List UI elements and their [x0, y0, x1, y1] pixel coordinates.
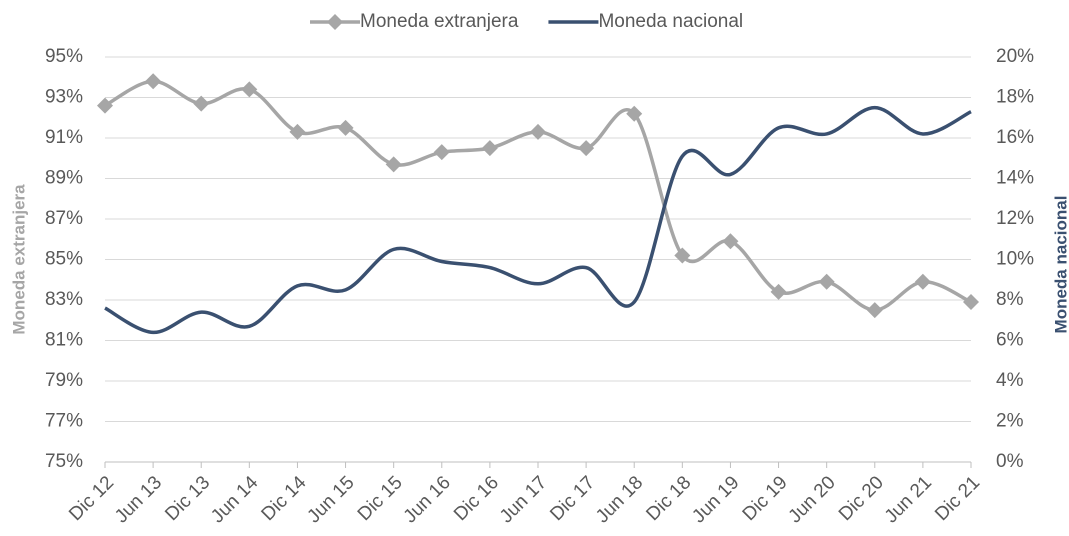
y-axis-title: Moneda extranjera: [9, 184, 28, 335]
marker: [145, 73, 162, 90]
marker: [914, 273, 931, 290]
x-tick-label: Jun 21: [881, 472, 936, 527]
y-tick-label: 81%: [45, 330, 83, 351]
marker: [433, 144, 450, 161]
y-tick-label: 85%: [45, 249, 83, 270]
legend-marker: [327, 14, 343, 30]
y2-tick-label: 20%: [996, 46, 1034, 67]
y-tick-label: 83%: [45, 289, 83, 310]
marker: [770, 283, 787, 300]
marker: [241, 81, 258, 98]
series-line: [104, 105, 972, 335]
x-tick-label: Jun 20: [785, 472, 840, 527]
y2-tick-label: 6%: [996, 330, 1024, 351]
y2-tick-label: 18%: [996, 87, 1034, 108]
y2-tick-label: 14%: [996, 168, 1034, 189]
x-tick-label: Dic 17: [546, 472, 599, 525]
x-tick-label: Jun 19: [688, 472, 743, 527]
x-tick-label: Jun 18: [592, 472, 647, 527]
x-tick-label: Dic 13: [161, 472, 214, 525]
marker: [337, 119, 354, 136]
y2-tick-label: 10%: [996, 249, 1034, 270]
series-line: [104, 79, 972, 312]
x-tick-label: Dic 19: [739, 472, 792, 525]
y2-tick-label: 12%: [996, 208, 1034, 229]
marker: [866, 302, 883, 319]
x-tick-label: Dic 16: [450, 472, 503, 525]
y2-tick-label: 4%: [996, 370, 1024, 391]
marker: [818, 273, 835, 290]
marker: [481, 140, 498, 157]
y2-tick-label: 16%: [996, 127, 1034, 148]
marker: [530, 123, 546, 140]
y-tick-label: 93%: [45, 87, 83, 108]
y2-tick-label: 2%: [996, 411, 1024, 432]
y-tick-label: 87%: [45, 208, 83, 229]
marker: [578, 140, 595, 157]
x-tick-label: Jun 16: [400, 472, 455, 527]
x-tick-label: Jun 14: [207, 472, 262, 527]
marker: [385, 156, 402, 173]
y-tick-label: 89%: [45, 168, 83, 189]
y-tick-label: 95%: [45, 46, 83, 67]
y-tick-label: 75%: [45, 451, 83, 472]
marker: [674, 247, 691, 264]
marker: [193, 95, 210, 112]
y-tick-label: 77%: [45, 411, 83, 432]
x-tick-label: Dic 20: [835, 472, 888, 525]
x-tick-label: Dic 15: [354, 472, 407, 525]
y2-axis-title: Moneda nacional: [1051, 196, 1069, 334]
marker: [289, 123, 306, 140]
x-tick-label: Jun 13: [111, 472, 166, 527]
x-tick-label: Dic 18: [642, 472, 695, 525]
x-tick-label: Dic 21: [931, 472, 984, 525]
x-tick-label: Jun 15: [303, 472, 358, 527]
y2-tick-label: 0%: [996, 451, 1024, 472]
marker: [963, 294, 979, 311]
legend-label: Moneda extranjera: [360, 11, 519, 32]
legend-label: Moneda nacional: [598, 11, 743, 32]
y-tick-label: 91%: [45, 127, 83, 148]
marker: [97, 97, 113, 114]
x-tick-label: Dic 14: [258, 472, 311, 525]
marker: [626, 105, 643, 122]
y-tick-label: 79%: [45, 370, 83, 391]
x-tick-label: Jun 17: [496, 472, 551, 527]
x-tick-label: Dic 12: [65, 472, 118, 525]
marker: [722, 233, 739, 250]
y2-tick-label: 8%: [996, 289, 1024, 310]
